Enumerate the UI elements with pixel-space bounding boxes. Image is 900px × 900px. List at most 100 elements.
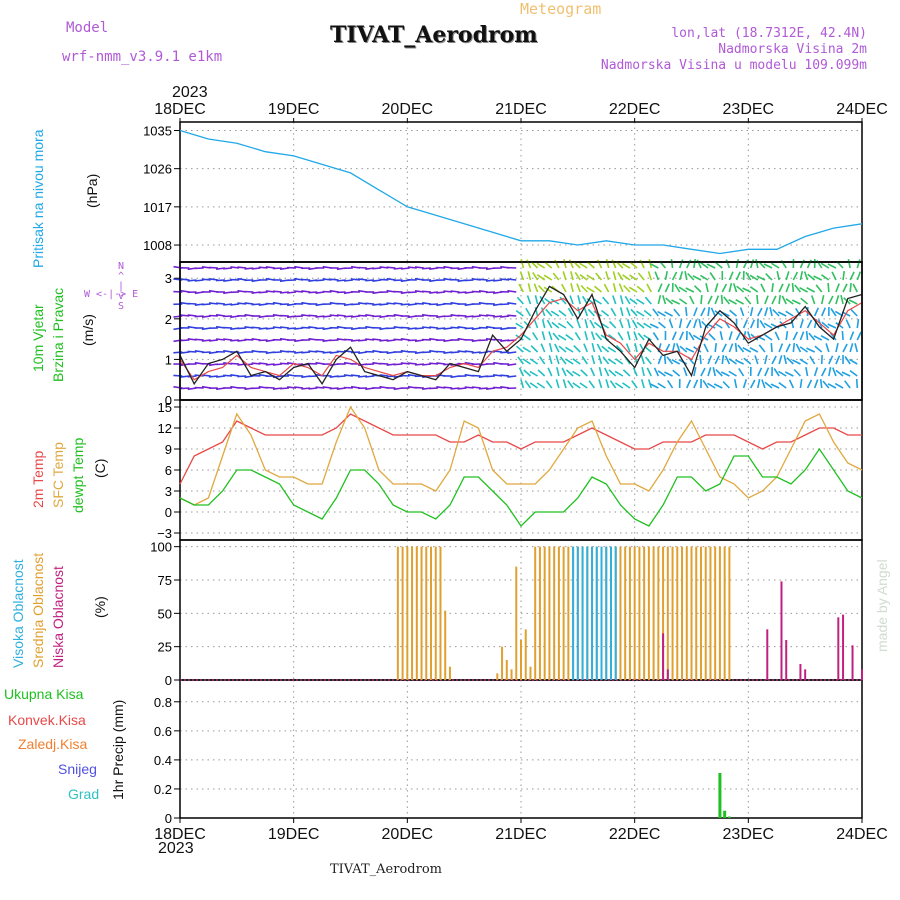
wind-barb: [579, 274, 588, 281]
wind-barb: [749, 319, 756, 329]
wind-barb: [215, 279, 226, 282]
model-elevation-label: Nadmorska Visina u modelu 109.099m: [600, 58, 867, 73]
wind-barb: [522, 346, 531, 353]
x-tick-label-bottom: 22DEC: [609, 826, 661, 843]
wind-barb: [529, 382, 539, 389]
wind-barb: [610, 307, 617, 317]
wind-barb: [611, 259, 617, 269]
y-tick-label: 3: [165, 484, 172, 499]
y-tick-label: 75: [158, 573, 172, 588]
wind-barb: [765, 273, 773, 281]
wind-barb: [534, 295, 539, 305]
wind-barb: [379, 362, 389, 365]
wind-barb: [673, 308, 681, 317]
wind-barb: [713, 383, 723, 389]
wind-barb: [414, 302, 424, 305]
wind-barb: [835, 295, 840, 305]
wind-barb: [544, 297, 553, 305]
wind-barb: [429, 362, 439, 365]
wind-barb: [287, 291, 297, 294]
wind-barb: [536, 262, 546, 269]
wind-barb: [593, 298, 602, 305]
wind-barb: [576, 319, 581, 329]
wind-barb: [615, 345, 624, 353]
wind-barb: [568, 259, 574, 269]
wind-barb: [758, 344, 766, 353]
wind-barb: [365, 375, 375, 378]
wind-barb: [350, 374, 361, 377]
wind-barb: [770, 383, 780, 389]
wind-barb: [329, 278, 339, 281]
wind-barb: [629, 274, 638, 281]
wind-barb: [686, 259, 692, 269]
wind-barb: [208, 375, 218, 378]
x-tick-label-bottom: 20DEC: [382, 826, 434, 843]
wind-barb: [792, 359, 801, 365]
wind-barb: [652, 332, 660, 341]
wind-barb: [614, 370, 624, 377]
wind-barb: [738, 367, 745, 377]
wind-barb: [664, 271, 668, 281]
wind-barb: [485, 314, 496, 317]
legend-total-rain: Ukupna Kisa: [4, 686, 84, 702]
wind-barb: [230, 303, 240, 306]
wind-barb: [692, 275, 702, 281]
wind-barb: [593, 285, 603, 293]
wind-barb: [663, 354, 667, 365]
wind-barb: [715, 369, 723, 377]
wind-barb: [258, 339, 268, 342]
year-bottom: 2023: [158, 840, 194, 857]
wind-barb: [237, 327, 247, 330]
wind-barb: [855, 378, 859, 389]
wind-barb: [350, 278, 361, 281]
wind-barb: [272, 351, 282, 354]
wind-barb: [583, 343, 589, 353]
wind-barb: [237, 266, 247, 269]
wind-barb: [471, 290, 481, 293]
wind-barb: [626, 331, 631, 341]
x-tick-label-top: 24DEC: [836, 101, 888, 118]
legend-frz-rain: Zaledj.Kisa: [18, 736, 88, 752]
wind-barb: [799, 378, 803, 389]
wind-barb: [778, 370, 787, 377]
wind-barb: [739, 307, 745, 317]
wind-barb: [770, 323, 780, 329]
wind-barb: [700, 262, 709, 269]
wind-barb: [850, 308, 858, 317]
wind-barb: [760, 283, 766, 293]
wind-barb: [835, 343, 839, 353]
y-tick-label: 1035: [143, 123, 172, 138]
wind-barb: [771, 283, 774, 293]
wind-barb: [407, 266, 417, 269]
wind-barb: [743, 357, 752, 365]
wind-barb: [737, 344, 745, 353]
x-tick-label-top: 21DEC: [495, 101, 547, 118]
wind-barb: [778, 343, 784, 353]
meteogram-label: Meteogram: [520, 0, 602, 18]
wind-barb: [665, 297, 674, 305]
compass-we-label: W <-|-> E: [84, 289, 139, 300]
wind-barb: [643, 334, 652, 341]
wind-barb: [678, 271, 684, 281]
wind-barb: [194, 338, 204, 341]
wind-barb: [792, 331, 799, 341]
wind-barb: [393, 338, 403, 341]
model-label: Model: [66, 20, 109, 36]
wind-barb: [821, 321, 830, 329]
wind-barb: [742, 259, 749, 269]
wind-barb: [244, 302, 254, 305]
wind-barb: [216, 375, 226, 378]
wind-barb: [563, 259, 567, 269]
wind-barb: [265, 386, 275, 389]
wind-barb: [537, 369, 546, 377]
x-tick-label-bottom: 19DEC: [268, 826, 320, 843]
wind-barb: [436, 327, 446, 330]
wind-barb: [813, 379, 819, 389]
wind-barb: [294, 315, 304, 318]
wind-barb: [436, 362, 446, 365]
wind-barb: [393, 363, 403, 366]
wind-barb: [689, 295, 695, 305]
wind-barb: [598, 355, 603, 365]
wind-barb: [749, 346, 759, 353]
wind-barb: [811, 295, 816, 305]
